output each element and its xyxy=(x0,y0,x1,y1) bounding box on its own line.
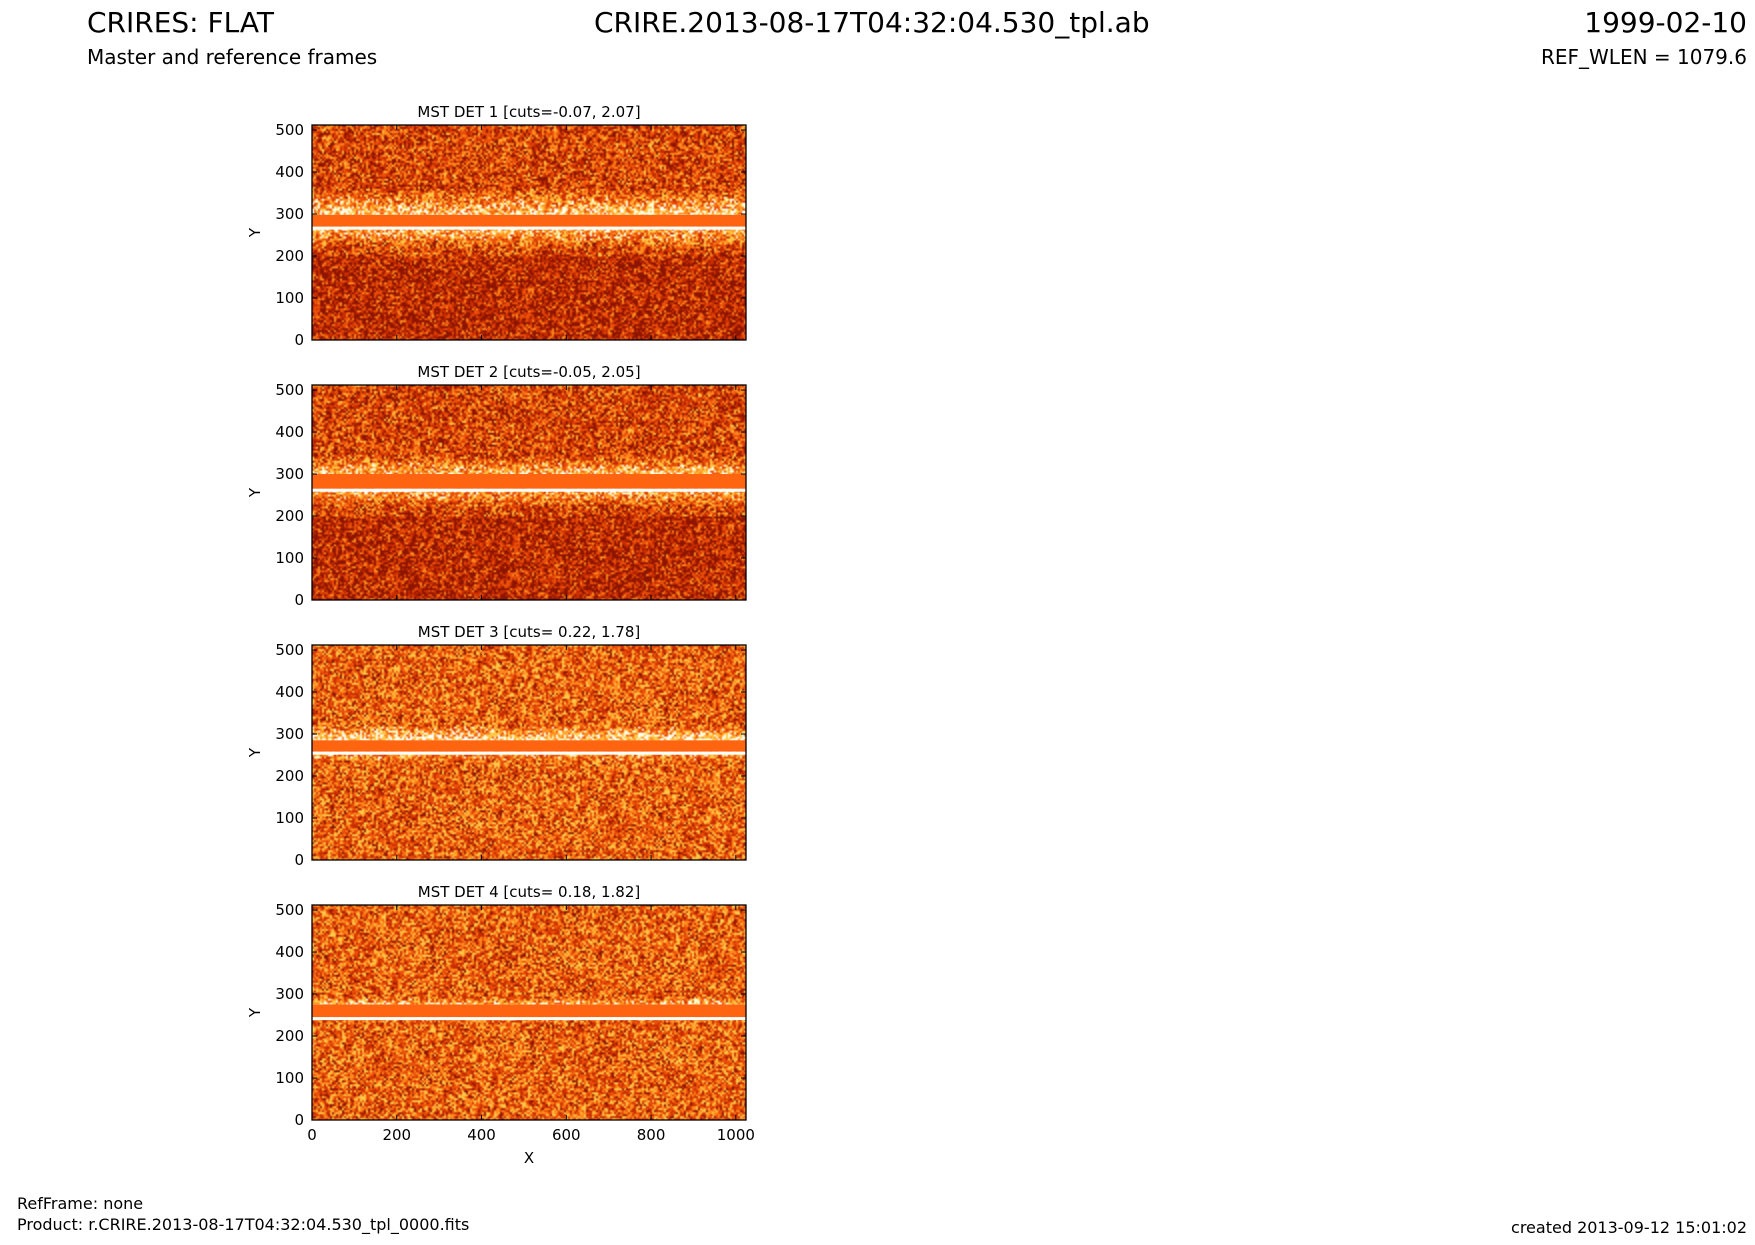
created-timestamp: created 2013-09-12 15:01:02 xyxy=(1511,1218,1747,1237)
page-subtitle: Master and reference frames xyxy=(87,45,378,69)
plot-frame-3 xyxy=(311,644,747,861)
plot-title-1: MST DET 1 [cuts=-0.07, 2.07] xyxy=(417,103,640,121)
spectral-band-1 xyxy=(312,214,746,227)
y-tick-label: 400 xyxy=(275,943,304,961)
y-tick-label: 500 xyxy=(275,381,304,399)
detector-image-2 xyxy=(312,385,746,600)
x-tick-label: 200 xyxy=(382,1126,411,1144)
x-tick-label: 600 xyxy=(552,1126,581,1144)
y-tick-label: 100 xyxy=(275,289,304,307)
detector-image-1 xyxy=(312,125,746,340)
x-tick-label: 1000 xyxy=(717,1126,755,1144)
x-tick-label: 400 xyxy=(467,1126,496,1144)
y-tick-label: 300 xyxy=(275,465,304,483)
y-tick-label: 100 xyxy=(275,549,304,567)
spectral-band-4 xyxy=(312,1004,746,1018)
plot-title-2: MST DET 2 [cuts=-0.05, 2.05] xyxy=(417,363,640,381)
y-tick-label: 0 xyxy=(294,331,304,349)
y-tick-label: 100 xyxy=(275,1069,304,1087)
y-tick-label: 200 xyxy=(275,1027,304,1045)
y-axis-label: Y xyxy=(246,747,264,758)
plot-title-4: MST DET 4 [cuts= 0.18, 1.82] xyxy=(418,883,641,901)
refframe-label: RefFrame: none xyxy=(17,1194,144,1213)
plot-frame-4 xyxy=(311,904,747,1121)
band-edge-lower-2 xyxy=(312,488,746,492)
page-title: CRIRES: FLAT xyxy=(87,6,274,39)
y-tick-label: 500 xyxy=(275,121,304,139)
spectral-band-3 xyxy=(312,740,746,752)
y-tick-label: 500 xyxy=(275,641,304,659)
y-tick-label: 0 xyxy=(294,1111,304,1129)
observation-date: 1999-02-10 xyxy=(1584,6,1747,39)
y-tick-label: 0 xyxy=(294,851,304,869)
detector-plots: MST DET 1 [cuts=-0.07, 2.07] 0 100 200 300 40… xyxy=(246,103,755,1167)
y-tick-label: 200 xyxy=(275,767,304,785)
y-tick-label: 200 xyxy=(275,507,304,525)
y-tick-label: 300 xyxy=(275,985,304,1003)
detector-panel-3: MST DET 3 [cuts= 0.22, 1.78] 0 100 200 300 40… xyxy=(246,623,747,869)
spectral-band-2 xyxy=(312,474,746,489)
y-tick-label: 400 xyxy=(275,163,304,181)
plot-frame-1 xyxy=(311,124,747,341)
y-axis-label: Y xyxy=(246,487,264,498)
y-tick-label: 200 xyxy=(275,247,304,265)
band-edge-lower-4 xyxy=(312,1017,746,1021)
y-tick-label: 400 xyxy=(275,683,304,701)
x-axis-label: X xyxy=(524,1149,534,1167)
plot-frame-2 xyxy=(311,384,747,601)
y-tick-label: 400 xyxy=(275,423,304,441)
detector-panel-1: MST DET 1 [cuts=-0.07, 2.07] 0 100 200 300 40… xyxy=(246,103,747,349)
y-tick-label: 500 xyxy=(275,901,304,919)
product-label: Product: r.CRIRE.2013-08-17T04:32:04.530… xyxy=(17,1215,470,1234)
detector-panel-2: MST DET 2 [cuts=-0.05, 2.05] 0 100 200 300 40… xyxy=(246,363,747,609)
band-edge-lower-3 xyxy=(312,751,746,755)
y-axis-label: Y xyxy=(246,1007,264,1018)
x-tick-label: 0 xyxy=(307,1126,317,1144)
file-name: CRIRE.2013-08-17T04:32:04.530_tpl.ab xyxy=(594,6,1150,39)
y-tick-label: 300 xyxy=(275,205,304,223)
x-tick-label: 800 xyxy=(637,1126,666,1144)
ref-wavelength: REF_WLEN = 1079.6 xyxy=(1540,45,1747,69)
detector-panel-4: MST DET 4 [cuts= 0.18, 1.82] 0 100 200 300 40… xyxy=(246,883,755,1167)
y-tick-label: 0 xyxy=(294,591,304,609)
y-axis-label: Y xyxy=(246,227,264,238)
plot-title-3: MST DET 3 [cuts= 0.22, 1.78] xyxy=(418,623,641,641)
band-edge-lower-1 xyxy=(312,226,746,230)
y-tick-label: 100 xyxy=(275,809,304,827)
y-tick-label: 300 xyxy=(275,725,304,743)
